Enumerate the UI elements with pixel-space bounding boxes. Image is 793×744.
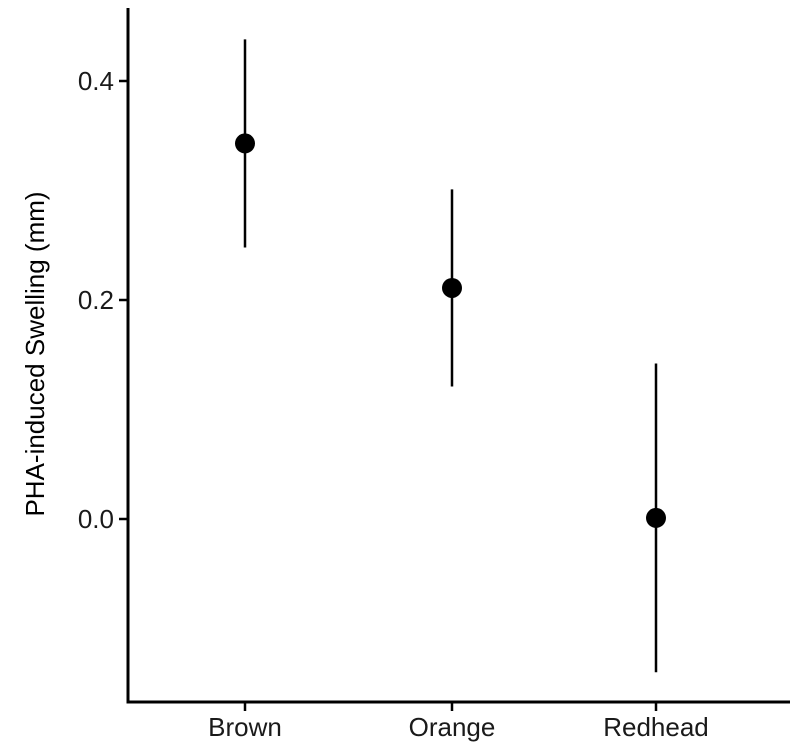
y-tick-label: 0.0 <box>78 504 114 534</box>
data-point <box>646 507 666 528</box>
data-point <box>235 133 255 154</box>
y-tick-label: 0.4 <box>78 66 114 96</box>
x-tick-label: Redhead <box>603 712 709 742</box>
y-tick-label: 0.2 <box>78 285 114 315</box>
x-tick-label: Orange <box>409 712 496 742</box>
axes: 0.0 0.2 0.4 Brown Orange Redhead <box>78 8 790 742</box>
data-point <box>442 277 462 298</box>
y-axis-title: PHA-induced Swelling (mm) <box>20 191 50 516</box>
chart-marks <box>235 39 666 673</box>
x-tick-label: Brown <box>208 712 282 742</box>
